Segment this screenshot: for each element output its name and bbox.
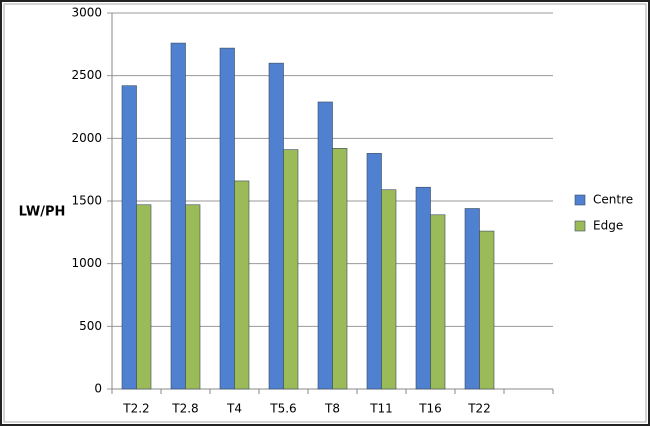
bar bbox=[283, 149, 299, 390]
x-tick-label: T22 bbox=[467, 402, 491, 416]
y-tick-label: 2000 bbox=[71, 131, 102, 145]
bar bbox=[136, 204, 152, 390]
y-tick-label: 0 bbox=[94, 382, 102, 396]
bar bbox=[268, 62, 284, 390]
bar bbox=[464, 208, 480, 390]
legend-label: Edge bbox=[593, 219, 623, 233]
x-tick-label: T16 bbox=[418, 402, 442, 416]
bar bbox=[381, 189, 397, 390]
legend-swatch bbox=[574, 220, 586, 232]
bar bbox=[415, 186, 431, 390]
y-tick-label: 1000 bbox=[71, 256, 102, 270]
bar bbox=[430, 214, 446, 390]
bar bbox=[170, 42, 186, 390]
bar bbox=[219, 47, 235, 390]
bar bbox=[366, 153, 382, 390]
x-tick-label: T5.6 bbox=[269, 402, 296, 416]
inner-frame bbox=[3, 3, 647, 423]
x-tick-label: T8 bbox=[324, 402, 340, 416]
x-tick-label: T2.2 bbox=[122, 402, 149, 416]
bar bbox=[332, 148, 348, 390]
y-tick-label: 500 bbox=[79, 319, 102, 333]
y-axis-label: LW/PH bbox=[19, 205, 66, 220]
x-tick-label: T11 bbox=[369, 402, 393, 416]
bar bbox=[185, 204, 201, 390]
x-tick-label: T2.8 bbox=[171, 402, 198, 416]
y-tick-label: 1500 bbox=[71, 194, 102, 208]
legend-label: Centre bbox=[593, 193, 633, 207]
bar bbox=[234, 180, 250, 390]
bar bbox=[479, 230, 495, 390]
bar bbox=[121, 85, 137, 390]
bar bbox=[317, 101, 333, 390]
legend-swatch bbox=[574, 194, 586, 206]
y-tick-label: 2500 bbox=[71, 68, 102, 82]
y-tick-label: 3000 bbox=[71, 6, 102, 20]
x-tick-label: T4 bbox=[226, 402, 242, 416]
